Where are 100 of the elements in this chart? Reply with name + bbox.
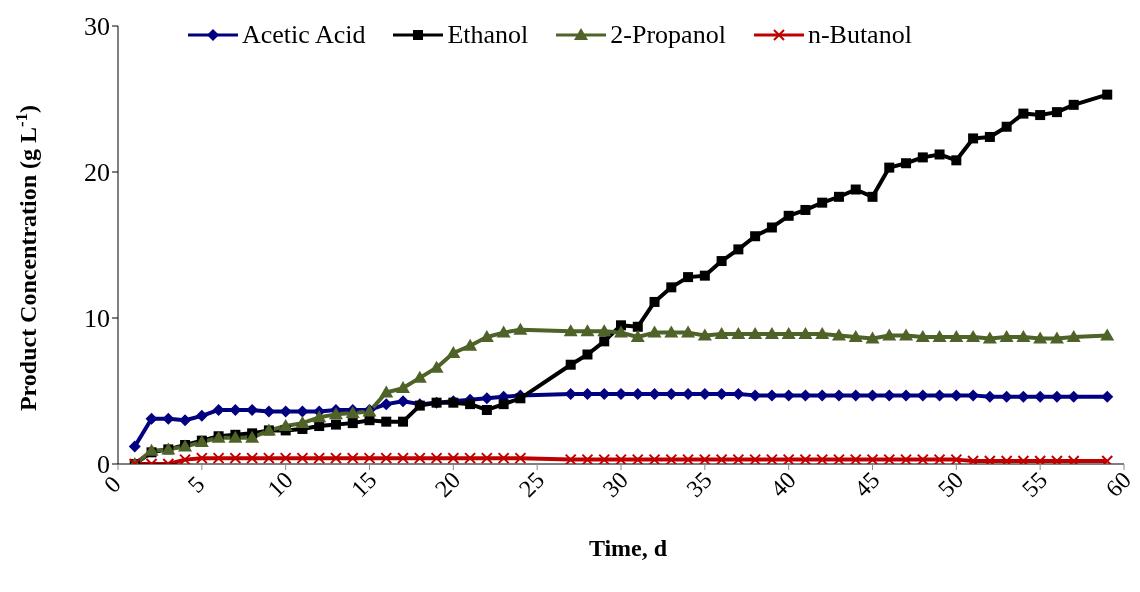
point xyxy=(816,453,829,464)
point xyxy=(1066,329,1081,342)
point xyxy=(715,453,728,464)
point xyxy=(984,131,995,142)
x-tick-label: 10 xyxy=(262,466,298,503)
point xyxy=(312,410,327,423)
y-tick-label: 20 xyxy=(84,158,110,188)
point xyxy=(917,152,928,163)
point xyxy=(397,452,410,464)
point xyxy=(245,430,260,443)
point xyxy=(463,338,478,351)
point xyxy=(749,453,762,464)
point xyxy=(950,453,963,464)
point xyxy=(999,329,1014,342)
point xyxy=(949,329,964,342)
point xyxy=(465,399,476,410)
point xyxy=(1018,108,1029,119)
point xyxy=(833,191,844,202)
point xyxy=(195,409,208,422)
point xyxy=(144,443,159,456)
point xyxy=(212,452,225,464)
point xyxy=(515,393,526,404)
point xyxy=(1001,121,1012,132)
point xyxy=(314,421,325,432)
point xyxy=(782,453,795,464)
point xyxy=(817,197,828,208)
point xyxy=(765,453,778,464)
point xyxy=(480,452,493,464)
point xyxy=(647,325,662,338)
point xyxy=(379,385,394,398)
point xyxy=(664,325,679,338)
point xyxy=(279,452,292,464)
point xyxy=(346,452,359,464)
point xyxy=(564,453,577,464)
point xyxy=(1101,390,1114,403)
point xyxy=(479,329,494,342)
point xyxy=(296,452,309,464)
point xyxy=(883,453,896,464)
x-tick-label: 20 xyxy=(430,466,466,503)
point xyxy=(732,453,745,464)
point xyxy=(498,399,509,410)
point xyxy=(598,453,611,464)
point xyxy=(865,331,880,344)
point xyxy=(447,452,460,464)
point xyxy=(481,404,492,415)
point xyxy=(1016,329,1031,342)
point xyxy=(496,325,511,338)
point xyxy=(733,244,744,255)
point xyxy=(850,184,861,195)
point xyxy=(799,453,812,464)
point xyxy=(882,328,897,341)
point xyxy=(800,204,811,215)
point xyxy=(665,453,678,464)
point xyxy=(195,452,208,464)
point xyxy=(1100,328,1115,341)
point xyxy=(380,398,393,411)
point xyxy=(982,331,997,344)
point xyxy=(497,452,510,464)
point xyxy=(698,453,711,464)
point xyxy=(581,453,594,464)
x-tick-label: 40 xyxy=(765,466,801,503)
point xyxy=(599,336,610,347)
point xyxy=(649,296,660,307)
point xyxy=(582,349,593,360)
point xyxy=(278,419,293,432)
legend-label: Acetic Acid xyxy=(242,20,366,50)
point xyxy=(666,282,677,293)
point xyxy=(615,453,627,464)
point xyxy=(363,452,376,464)
point xyxy=(731,327,746,340)
point xyxy=(901,158,912,169)
x-tick-label: 30 xyxy=(597,466,634,503)
point xyxy=(563,324,578,337)
point xyxy=(396,381,411,394)
point xyxy=(179,414,192,427)
x-axis-title: Time, d xyxy=(588,535,668,561)
point xyxy=(916,453,929,464)
point xyxy=(781,327,796,340)
point xyxy=(179,453,192,464)
point xyxy=(831,328,846,341)
point xyxy=(630,329,645,342)
point xyxy=(1035,110,1046,121)
point xyxy=(398,416,409,427)
point xyxy=(413,452,426,464)
point xyxy=(330,419,341,430)
point xyxy=(832,453,845,464)
point xyxy=(128,440,141,453)
point xyxy=(631,453,644,464)
point xyxy=(565,359,576,370)
point xyxy=(614,325,628,338)
point xyxy=(899,328,914,341)
x-tick-label: 60 xyxy=(1100,466,1137,503)
point xyxy=(866,453,879,464)
point xyxy=(632,321,643,332)
x-tick-label: 50 xyxy=(933,466,969,503)
x-tick-label: 25 xyxy=(513,466,550,503)
x-tick-label: 5 xyxy=(182,470,210,498)
point xyxy=(951,155,962,166)
point xyxy=(750,231,761,242)
point xyxy=(716,256,727,267)
